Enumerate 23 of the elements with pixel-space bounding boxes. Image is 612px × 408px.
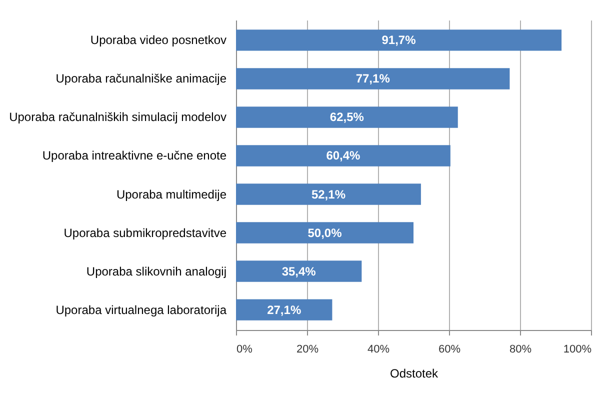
y-tick-label: Uporaba slikovnih analogij bbox=[86, 264, 226, 278]
data-label: 35,4% bbox=[282, 264, 316, 278]
x-tick-label: 80% bbox=[509, 344, 532, 356]
x-axis-title: Odstotek bbox=[390, 366, 440, 380]
x-tick-label: 40% bbox=[367, 344, 390, 356]
y-tick-label: Uporaba računalniške animacije bbox=[56, 72, 227, 86]
y-tick-label: Uporaba virtualnega laboratorija bbox=[56, 302, 227, 317]
x-tick-label: 20% bbox=[296, 344, 319, 356]
y-tick-label: Uporaba intreaktivne e-učne enote bbox=[42, 148, 227, 163]
x-tick-label: 60% bbox=[438, 344, 461, 356]
data-label: 60,4% bbox=[326, 148, 361, 163]
data-label: 77,1% bbox=[356, 72, 390, 86]
y-tick-label: Uporaba multimedije bbox=[116, 187, 227, 202]
y-tick-label: Uporaba računalniških simulacij modelov bbox=[9, 110, 226, 124]
y-tick-label: Uporaba submikropredstavitve bbox=[64, 226, 227, 240]
x-tick-label: 0% bbox=[236, 344, 253, 356]
data-label: 27,1% bbox=[267, 302, 302, 317]
data-label: 50,0% bbox=[308, 226, 342, 240]
data-label: 52,1% bbox=[311, 187, 346, 202]
data-label: 91,7% bbox=[382, 33, 416, 48]
x-tick-label: 100% bbox=[563, 344, 592, 356]
data-label: 62,5% bbox=[330, 110, 364, 124]
y-tick-label: Uporaba video posnetkov bbox=[90, 33, 226, 48]
